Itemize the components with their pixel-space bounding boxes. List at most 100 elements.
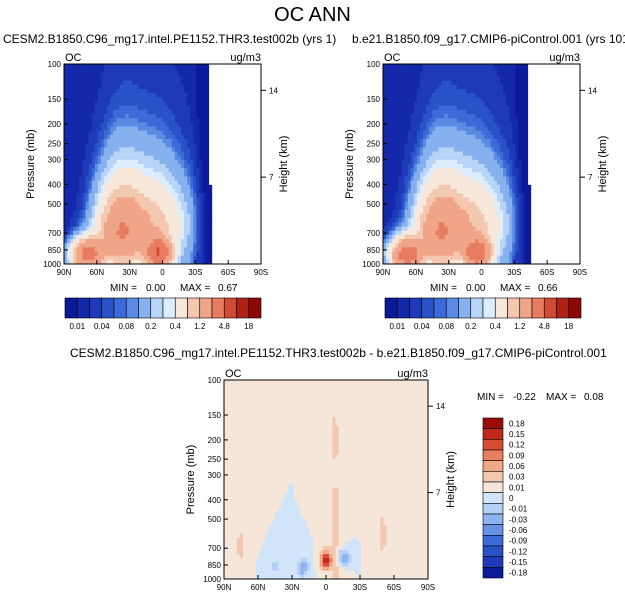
- contour-cell: [70, 72, 74, 77]
- contour-cell: [147, 93, 151, 98]
- contour-cell: [392, 122, 396, 127]
- contour-cell: [389, 89, 393, 94]
- contour-cell: [316, 380, 321, 385]
- contour-cell: [156, 80, 160, 86]
- contour-cell: [88, 139, 93, 144]
- contour-cell: [165, 76, 170, 82]
- contour-cell: [79, 251, 83, 257]
- contour-cell: [153, 230, 157, 236]
- contour-cell: [262, 380, 266, 385]
- contour-cell: [193, 176, 197, 182]
- contour-cell: [79, 101, 83, 107]
- contour-cell: [419, 97, 424, 102]
- contour-cell: [162, 105, 166, 111]
- contour-cell: [125, 184, 130, 190]
- contour-cell: [94, 114, 99, 119]
- contour-cell: [515, 230, 519, 236]
- contour-cell: [481, 218, 485, 223]
- contour-cell: [125, 176, 130, 182]
- contour-cell: [521, 201, 525, 207]
- contour-cell: [506, 239, 510, 244]
- contour-cell: [177, 197, 182, 202]
- contour-cell: [97, 155, 102, 161]
- contour-cell: [230, 400, 234, 406]
- contour-cell: [413, 176, 418, 182]
- contour-cell: [107, 214, 111, 219]
- contour-cell: [94, 226, 99, 232]
- contour-cell: [444, 118, 449, 123]
- contour-cell: [199, 239, 203, 244]
- contour-cell: [137, 164, 142, 169]
- contour-cell: [202, 201, 206, 207]
- contour-cell: [131, 80, 136, 86]
- contour-cell: [432, 64, 436, 69]
- contour-cell: [518, 193, 522, 198]
- contour-cell: [518, 122, 522, 127]
- contour-cell: [64, 176, 68, 182]
- contour-cell: [419, 159, 424, 165]
- contour-cell: [153, 118, 157, 123]
- contour-cell: [134, 126, 139, 132]
- contour-cell: [521, 139, 525, 144]
- contour-cell: [177, 97, 182, 102]
- contour-cell: [196, 126, 200, 132]
- contour-cell: [140, 239, 145, 244]
- contour-cell: [64, 126, 68, 132]
- contour-cell: [419, 226, 424, 232]
- contour-cell: [70, 189, 74, 194]
- contour-cell: [490, 164, 495, 169]
- contour-cell: [469, 189, 473, 194]
- contour-cell: [404, 234, 409, 240]
- contour-cell: [487, 105, 492, 111]
- contour-cell: [398, 84, 402, 90]
- contour-cell: [110, 64, 114, 69]
- contour-cell: [453, 172, 458, 177]
- contour-cell: [463, 101, 467, 107]
- contour-cell: [73, 97, 77, 102]
- contour-cell: [472, 84, 476, 90]
- contour-cell: [110, 222, 114, 227]
- contour-cell: [246, 392, 250, 397]
- contour-cell: [113, 155, 117, 161]
- contour-cell: [236, 388, 241, 393]
- contour-cell: [373, 384, 378, 389]
- contour-cell: [168, 222, 173, 227]
- contour-cell: [153, 97, 157, 102]
- contour-cell: [481, 151, 485, 157]
- contour-cell: [478, 114, 482, 119]
- contour-cell: [354, 380, 359, 385]
- contour-cell: [432, 255, 436, 261]
- contour-cell: [432, 214, 436, 219]
- contour-cell: [85, 122, 90, 127]
- contour-cell: [104, 214, 108, 219]
- contour-cell: [100, 172, 105, 177]
- contour-cell: [402, 396, 407, 402]
- contour-cell: [94, 130, 99, 136]
- contour-cell: [82, 259, 86, 265]
- contour-cell: [404, 126, 409, 132]
- contour-cell: [73, 89, 77, 94]
- contour-cell: [122, 176, 126, 182]
- contour-cell: [122, 64, 126, 69]
- contour-cell: [162, 84, 166, 90]
- x-tick-label: 60N: [89, 268, 104, 277]
- contour-cell: [407, 205, 412, 211]
- contour-cell: [94, 68, 99, 73]
- contour-cell: [515, 147, 519, 152]
- x-tick-label: 90N: [376, 268, 391, 277]
- contour-cell: [116, 114, 120, 119]
- contour-cell: [441, 105, 445, 111]
- contour-cell: [466, 243, 470, 248]
- contour-cell: [499, 126, 504, 132]
- contour-cell: [159, 226, 163, 232]
- contour-cell: [144, 72, 148, 77]
- contour-cell: [413, 122, 418, 127]
- contour-cell: [67, 97, 71, 102]
- contour-cell: [85, 168, 90, 173]
- contour-cell: [478, 155, 482, 161]
- contour-cell: [113, 134, 117, 140]
- contour-cell: [383, 189, 387, 194]
- contour-cell: [395, 184, 399, 190]
- contour-cell: [389, 172, 393, 177]
- contour-cell: [128, 168, 133, 173]
